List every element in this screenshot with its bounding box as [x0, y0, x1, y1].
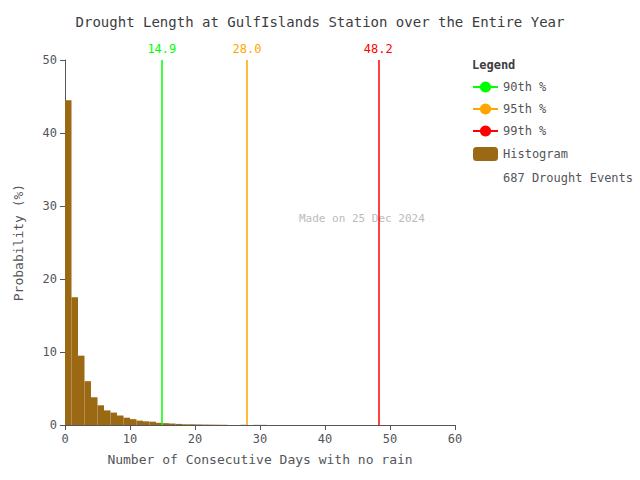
svg-text:95th %: 95th %	[503, 102, 547, 116]
svg-text:Number of Consecutive Days wit: Number of Consecutive Days with no rain	[107, 452, 412, 467]
svg-text:40: 40	[318, 432, 332, 446]
svg-text:Histogram: Histogram	[503, 147, 568, 161]
svg-text:60: 60	[448, 432, 462, 446]
svg-text:Drought Length at GulfIslands: Drought Length at GulfIslands Station ov…	[76, 14, 565, 30]
svg-text:20: 20	[188, 432, 202, 446]
svg-text:10: 10	[123, 432, 137, 446]
svg-text:40: 40	[43, 126, 57, 140]
svg-text:10: 10	[43, 345, 57, 359]
svg-text:0: 0	[61, 432, 68, 446]
svg-text:Probability (%): Probability (%)	[11, 184, 26, 301]
svg-text:30: 30	[43, 199, 57, 213]
svg-text:14.9: 14.9	[147, 42, 176, 56]
svg-text:Made on 25 Dec 2024: Made on 25 Dec 2024	[299, 212, 425, 225]
svg-text:50: 50	[383, 432, 397, 446]
svg-text:20: 20	[43, 272, 57, 286]
svg-text:50: 50	[43, 53, 57, 67]
svg-text:0: 0	[50, 418, 57, 432]
svg-text:30: 30	[253, 432, 267, 446]
svg-text:99th %: 99th %	[503, 124, 547, 138]
svg-text:28.0: 28.0	[233, 42, 262, 56]
svg-text:48.2: 48.2	[364, 42, 393, 56]
svg-text:687 Drought Events: 687 Drought Events	[503, 171, 633, 185]
svg-text:Legend: Legend	[472, 58, 515, 72]
svg-text:90th %: 90th %	[503, 80, 547, 94]
